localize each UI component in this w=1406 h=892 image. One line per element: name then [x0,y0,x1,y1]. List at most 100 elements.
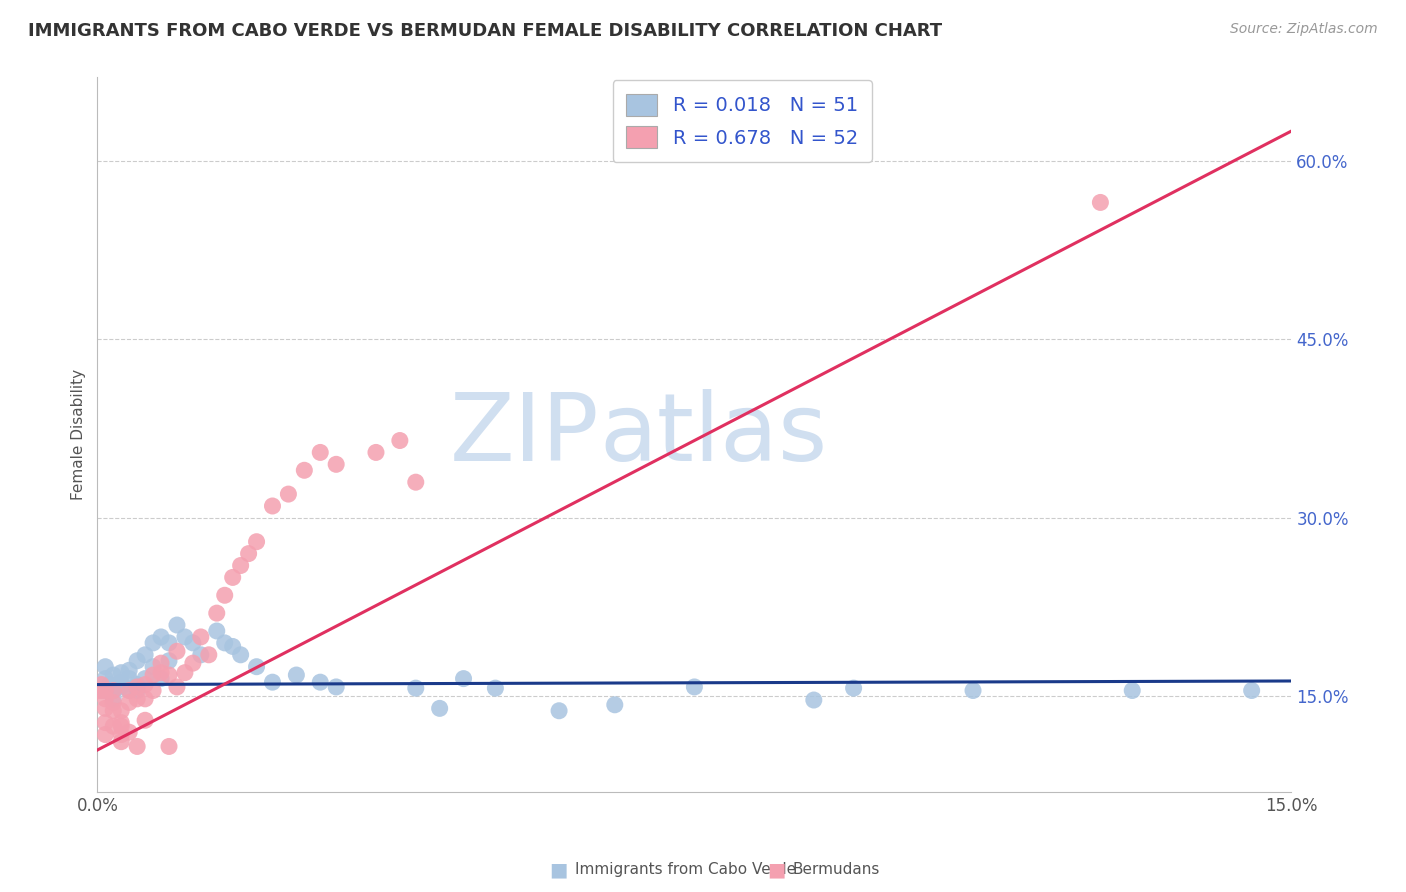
Point [157,654,180,668]
Point [110,704,132,718]
Point [962,683,984,698]
Point [110,735,132,749]
Point [110,715,132,730]
Point [94,683,117,698]
Point [110,680,132,694]
Point [803,693,825,707]
Point [1121,683,1143,698]
Point [134,691,156,706]
Point [198,648,221,662]
Point [94,683,117,698]
Point [842,681,865,695]
Point [214,636,236,650]
Point [166,644,188,658]
Point [262,499,284,513]
Point [190,648,212,662]
Point [229,648,252,662]
Point [134,713,156,727]
Point [325,458,347,472]
Point [98,677,121,691]
Point [190,630,212,644]
Point [103,719,125,733]
Point [262,675,284,690]
Point [150,665,173,680]
Point [103,668,125,682]
Point [127,739,149,754]
Text: Bermudans: Bermudans [793,863,880,877]
Point [277,487,299,501]
Point [118,725,141,739]
Point [205,606,228,620]
Point [103,683,125,698]
Point [90,677,112,691]
Point [127,683,149,698]
Point [103,683,125,698]
Point [238,547,260,561]
Point [150,630,173,644]
Point [94,715,117,730]
Point [245,659,267,673]
Point [110,727,132,741]
Point [166,680,188,694]
Point [181,636,204,650]
Point [174,630,197,644]
Point [134,648,156,662]
Point [110,675,132,690]
Point [118,672,141,686]
Point [142,668,165,682]
Point [127,680,149,694]
Point [214,588,236,602]
Point [110,665,132,680]
Text: ZIP: ZIP [450,389,599,481]
Point [484,681,506,695]
Point [429,701,451,715]
Point [127,677,149,691]
Point [405,475,427,490]
Point [548,704,571,718]
Point [166,618,188,632]
Point [221,570,243,584]
Point [388,434,411,448]
Legend: R = 0.018   N = 51, R = 0.678   N = 52: R = 0.018 N = 51, R = 0.678 N = 52 [613,80,872,161]
Point [364,445,387,459]
Text: IMMIGRANTS FROM CABO VERDE VS BERMUDAN FEMALE DISABILITY CORRELATION CHART: IMMIGRANTS FROM CABO VERDE VS BERMUDAN F… [28,22,942,40]
Point [1090,195,1112,210]
Text: Immigrants from Cabo Verde: Immigrants from Cabo Verde [575,863,796,877]
Point [103,691,125,706]
Point [142,683,165,698]
Point [157,636,180,650]
Point [229,558,252,573]
Point [1240,683,1263,698]
Point [453,672,475,686]
Point [157,739,180,754]
Point [603,698,626,712]
Point [150,656,173,670]
Point [127,654,149,668]
Point [103,704,125,718]
Point [174,665,197,680]
Point [110,677,132,691]
Point [181,656,204,670]
Point [292,463,315,477]
Point [157,668,180,682]
Text: Source: ZipAtlas.com: Source: ZipAtlas.com [1230,22,1378,37]
Point [142,636,165,650]
Point [110,719,132,733]
Point [127,691,149,706]
Point [285,668,308,682]
Y-axis label: Female Disability: Female Disability [72,369,86,500]
Point [89,683,111,698]
Text: atlas: atlas [599,389,827,481]
Point [94,659,117,673]
Point [309,445,332,459]
Point [205,624,228,638]
Point [118,663,141,677]
Point [94,672,117,686]
Point [94,691,117,706]
Text: ■: ■ [768,860,786,880]
Point [94,701,117,715]
Point [683,680,706,694]
Point [134,672,156,686]
Point [90,683,112,698]
Point [118,695,141,709]
